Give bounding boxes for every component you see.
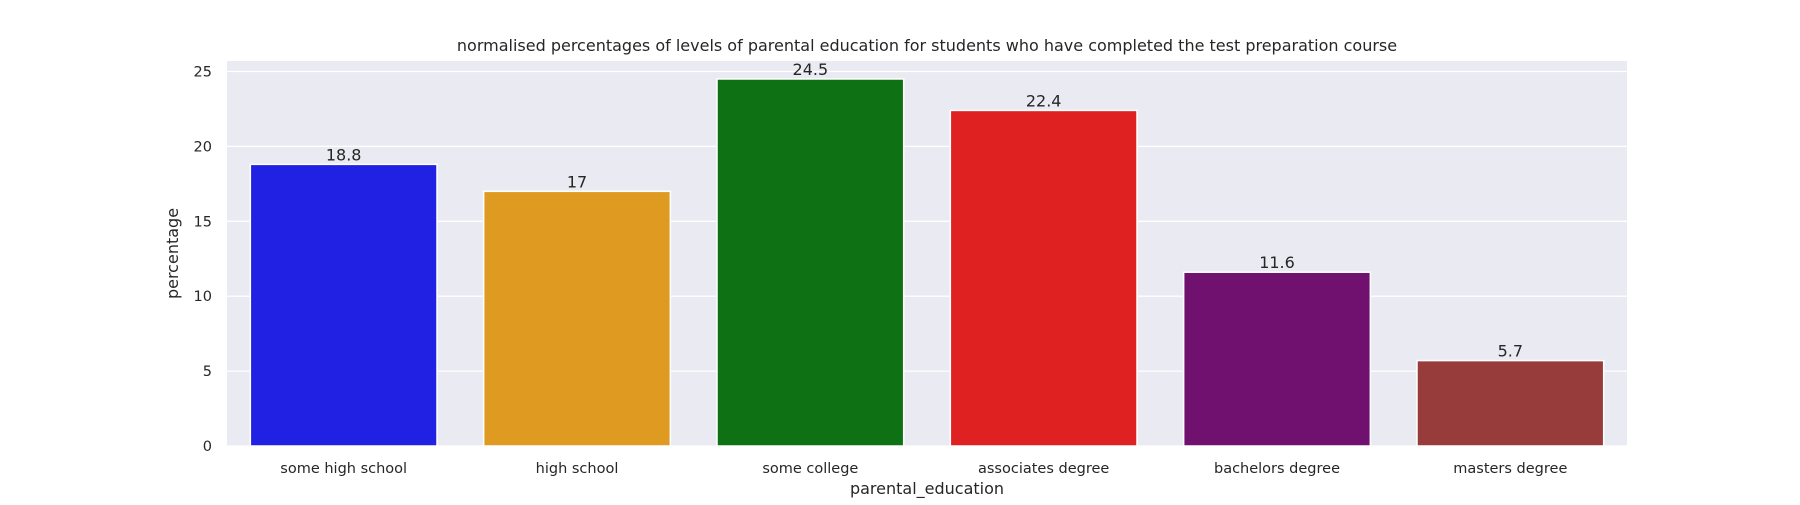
bar-bachelors-degree (1182, 271, 1372, 447)
data-label: 24.5 (793, 60, 829, 79)
data-label: 22.4 (1026, 91, 1062, 110)
x-tick-label: some college (762, 461, 858, 477)
x-tick-label: associates degree (978, 461, 1109, 477)
bar-masters-degree (1416, 359, 1605, 447)
y-axis-label: percentage (163, 208, 182, 299)
y-tick-label: 0 (203, 439, 212, 455)
data-label: 5.7 (1498, 342, 1523, 361)
data-label: 11.6 (1259, 253, 1295, 272)
value-labels-group: 18.8 17 24.5 22.4 11.6 5.7 (326, 60, 1523, 361)
data-label: 17 (567, 172, 587, 191)
bar-some-college (716, 78, 905, 447)
y-tick-label: 10 (194, 289, 212, 305)
x-tick-label: some high school (280, 461, 407, 477)
y-tick-label: 25 (194, 64, 212, 80)
x-axis-label: parental_education (850, 479, 1004, 499)
bar-high-school (482, 190, 672, 447)
y-ticks-group: 0 5 10 15 20 25 (194, 64, 212, 455)
bars-group (249, 78, 1605, 447)
y-tick-label: 20 (194, 139, 212, 155)
data-label: 18.8 (326, 145, 362, 164)
plot-area (227, 61, 1627, 446)
y-tick-label: 15 (194, 214, 212, 230)
grid-lines (227, 70, 1627, 447)
y-tick-label: 5 (203, 364, 212, 380)
chart-title: normalised percentages of levels of pare… (457, 36, 1397, 55)
x-tick-label: masters degree (1453, 461, 1567, 477)
x-tick-label: bachelors degree (1214, 461, 1340, 477)
bar-some-high-school (249, 163, 438, 447)
bar-associates-degree (949, 109, 1138, 447)
x-ticks-group: some high school high school some college a… (280, 461, 1567, 477)
x-tick-label: high school (536, 461, 619, 477)
